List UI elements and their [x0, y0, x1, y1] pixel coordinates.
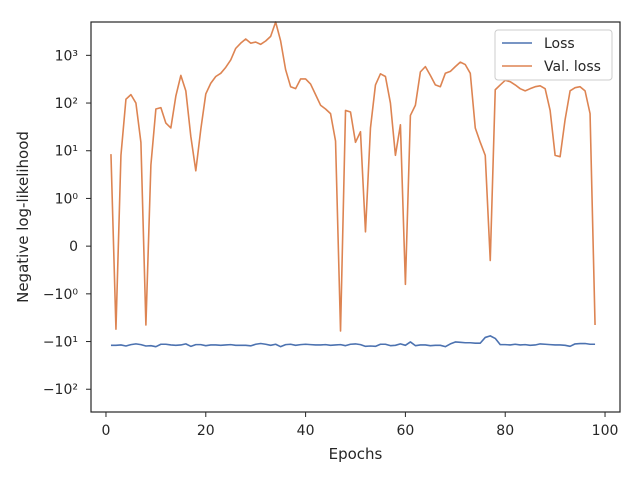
x-axis: 0 20 40 60 80 100 [102, 412, 619, 439]
x-tick-label: 40 [297, 423, 315, 439]
plot-frame [90, 21, 621, 413]
y-tick-label: −10² [43, 382, 78, 398]
y-axis: −10² −10¹ −10⁰ 0 10⁰ 10¹ 10² 10³ [43, 48, 91, 398]
y-axis-label: Negative log-likelihood [14, 131, 32, 303]
y-tick-label: 0 [69, 239, 78, 255]
legend: Loss Val. loss [494, 29, 613, 81]
legend-label-val-loss: Val. loss [544, 59, 601, 75]
x-tick-label: 100 [592, 423, 619, 439]
y-tick-label: −10⁰ [43, 287, 79, 303]
x-tick-label: 0 [102, 423, 111, 439]
y-tick-label: 10² [55, 96, 78, 112]
legend-label-loss: Loss [544, 36, 575, 52]
x-tick-label: 60 [396, 423, 414, 439]
series-line-val-loss [110, 21, 596, 332]
y-tick-label: 10¹ [55, 144, 78, 160]
y-tick-label: −10¹ [43, 335, 78, 351]
x-axis-label: Epochs [329, 445, 383, 463]
y-tick-label: 10⁰ [55, 191, 79, 207]
series-line-loss [110, 335, 596, 348]
plot-area [110, 21, 596, 348]
x-tick-label: 20 [197, 423, 215, 439]
x-tick-label: 80 [496, 423, 514, 439]
y-tick-label: 10³ [55, 48, 78, 64]
